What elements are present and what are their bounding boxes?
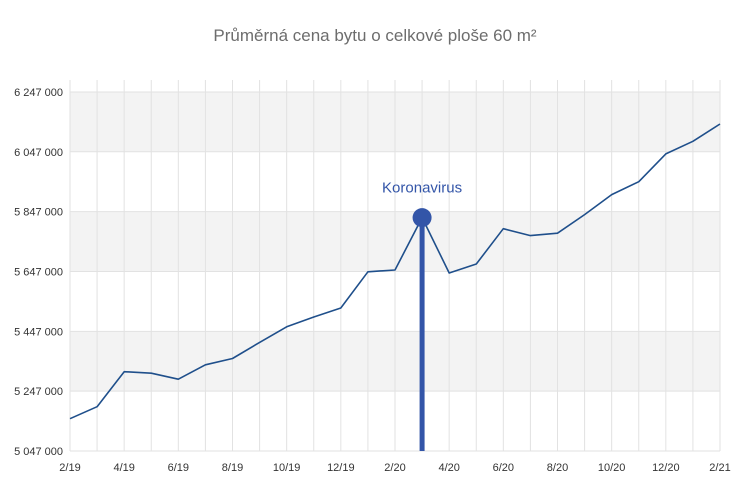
x-axis-ticks: 2/19 4/19 6/19 8/19 10/19 12/19 2/20 4/20 6/20 8/… (59, 462, 730, 474)
y-axis-ticks: 5 047 000 5 247 000 5 447 000 5 647 000 5 84… (14, 87, 63, 458)
chart-title: Průměrná cena bytu o celkové ploše 60 m² (213, 26, 537, 45)
horizontal-gridlines (70, 91, 720, 452)
y-tick-label: 6 047 000 (14, 147, 63, 159)
x-tick-label: 10/19 (273, 462, 301, 474)
x-tick-label: 12/20 (652, 462, 680, 474)
x-tick-label: 4/20 (438, 462, 459, 474)
x-tick-label: 6/20 (493, 462, 514, 474)
x-tick-label: 12/19 (327, 462, 355, 474)
y-tick-label: 5 447 000 (14, 326, 63, 338)
y-tick-label: 5 047 000 (14, 446, 63, 458)
y-tick-label: 5 847 000 (14, 207, 63, 219)
series-line (69, 123, 721, 420)
x-tick-label: 8/19 (222, 462, 243, 474)
x-tick-label: 2/21 (709, 462, 730, 474)
y-tick-label: 5 247 000 (14, 386, 63, 398)
x-tick-label: 4/19 (113, 462, 134, 474)
y-tick-label: 6 247 000 (14, 87, 63, 99)
x-tick-label: 6/19 (168, 462, 189, 474)
x-tick-label: 10/20 (598, 462, 626, 474)
x-tick-label: 8/20 (547, 462, 568, 474)
annotation-label: Koronavirus (382, 180, 462, 197)
annotation-marker (412, 208, 432, 228)
series-layer (69, 123, 721, 420)
y-tick-label: 5 647 000 (14, 266, 63, 278)
x-tick-label: 2/20 (384, 462, 405, 474)
x-tick-label: 2/19 (59, 462, 80, 474)
annotation-layer: Koronavirus (382, 180, 462, 451)
